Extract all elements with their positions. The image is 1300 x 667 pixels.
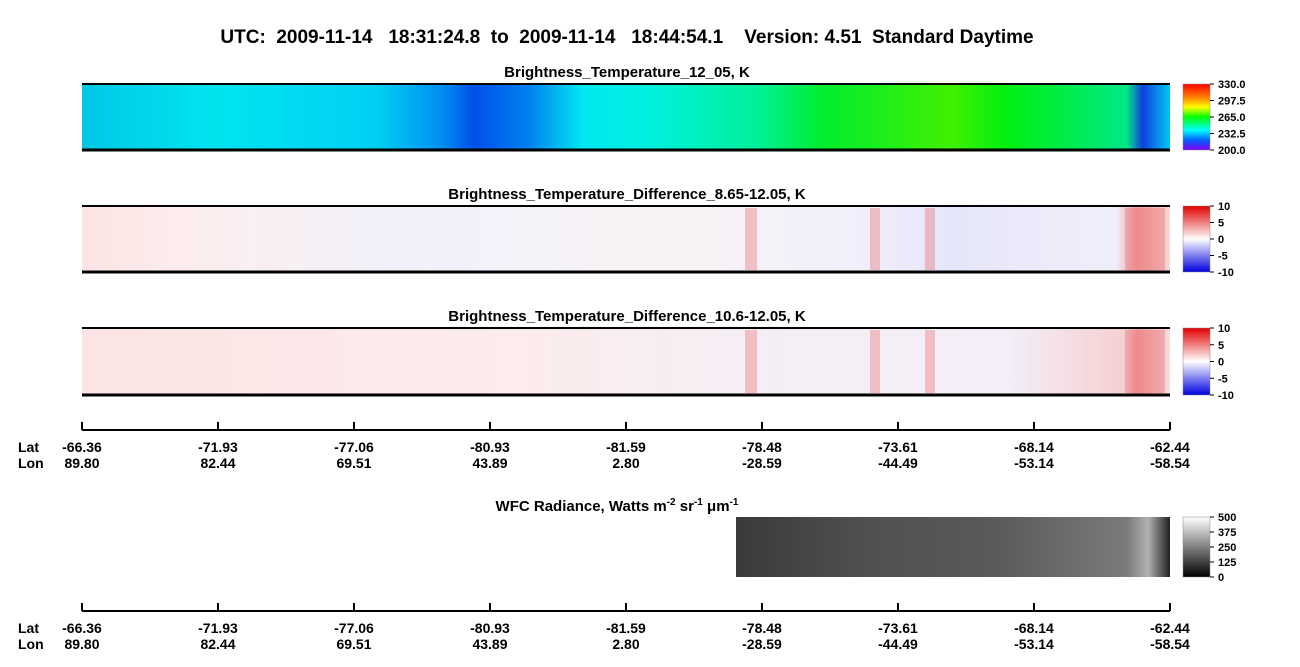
lon-value: -44.49 bbox=[878, 455, 918, 471]
lon-value: -53.14 bbox=[1014, 636, 1054, 652]
colorbar-label: 0 bbox=[1218, 572, 1224, 584]
lon-value: 2.80 bbox=[612, 636, 639, 652]
colorbar-label: 5 bbox=[1218, 218, 1224, 230]
image bbox=[82, 328, 1170, 395]
colorbar-label: 500 bbox=[1218, 512, 1236, 524]
lat-value: -80.93 bbox=[470, 620, 510, 636]
colorbar-label: 375 bbox=[1218, 527, 1236, 539]
lon-value: 89.80 bbox=[64, 455, 99, 471]
lon-value: -53.14 bbox=[1014, 455, 1054, 471]
lon-value: 43.89 bbox=[472, 455, 507, 471]
lat-value: -62.44 bbox=[1150, 620, 1190, 636]
colorbar-label: 297.5 bbox=[1218, 96, 1246, 108]
streak bbox=[870, 208, 880, 270]
lat-value: -68.14 bbox=[1014, 620, 1054, 636]
image bbox=[736, 517, 1170, 577]
title-part: μm bbox=[703, 498, 730, 515]
colorbar bbox=[1182, 516, 1211, 578]
lat-value: -66.36 bbox=[62, 439, 102, 455]
lon-label: Lon bbox=[18, 636, 44, 652]
lat-value: -73.61 bbox=[878, 439, 918, 455]
colorbar-label: 250 bbox=[1218, 542, 1236, 554]
panel-title: Brightness_Temperature_Difference_10.6-1… bbox=[448, 308, 806, 325]
lon-value: -58.54 bbox=[1150, 636, 1190, 652]
colorbar-label: 0 bbox=[1218, 357, 1224, 369]
lon-value: -28.59 bbox=[742, 636, 782, 652]
lat-value: -62.44 bbox=[1150, 439, 1190, 455]
colorbar-label: 125 bbox=[1218, 557, 1236, 569]
lon-value: 69.51 bbox=[336, 636, 371, 652]
title-part: -1 bbox=[730, 497, 739, 508]
colorbar-label: 232.5 bbox=[1218, 129, 1246, 141]
lon-label: Lon bbox=[18, 455, 44, 471]
colorbar-label: 330.0 bbox=[1218, 79, 1246, 91]
panel-title: Brightness_Temperature_12_05, K bbox=[504, 64, 750, 81]
lat-value: -78.48 bbox=[742, 620, 782, 636]
lat-label: Lat bbox=[18, 620, 39, 636]
lat-value: -81.59 bbox=[606, 620, 646, 636]
lon-value: 2.80 bbox=[612, 455, 639, 471]
lat-value: -66.36 bbox=[62, 620, 102, 636]
colorbar-label: -5 bbox=[1218, 251, 1228, 263]
lat-value: -80.93 bbox=[470, 439, 510, 455]
lon-value: 82.44 bbox=[200, 455, 235, 471]
title-part: -2 bbox=[667, 497, 676, 508]
streak bbox=[1125, 208, 1165, 270]
image bbox=[82, 206, 1170, 272]
colorbar-label: 265.0 bbox=[1218, 112, 1246, 124]
lon-value: 69.51 bbox=[336, 455, 371, 471]
streak bbox=[745, 208, 757, 270]
colorbar-label: 0 bbox=[1218, 234, 1224, 246]
lat-value: -77.06 bbox=[334, 620, 374, 636]
lon-value: -44.49 bbox=[878, 636, 918, 652]
streak bbox=[1125, 330, 1165, 393]
streak bbox=[870, 330, 880, 393]
title-part: sr bbox=[676, 498, 695, 515]
colorbar-label: 10 bbox=[1218, 201, 1230, 213]
lat-value: -73.61 bbox=[878, 620, 918, 636]
lat-value: -71.93 bbox=[198, 620, 238, 636]
lon-value: 82.44 bbox=[200, 636, 235, 652]
lon-value: 89.80 bbox=[64, 636, 99, 652]
lon-value: -28.59 bbox=[742, 455, 782, 471]
colorbar bbox=[1182, 327, 1211, 396]
colorbar bbox=[1182, 205, 1211, 273]
colorbar-label: 200.0 bbox=[1218, 145, 1246, 157]
page-title: UTC: 2009-11-14 18:31:24.8 to 2009-11-14… bbox=[220, 27, 1033, 48]
lat-value: -81.59 bbox=[606, 439, 646, 455]
lat-value: -68.14 bbox=[1014, 439, 1054, 455]
colorbar-label: 10 bbox=[1218, 323, 1230, 335]
colorbar-label: -10 bbox=[1218, 390, 1234, 402]
lon-value: 43.89 bbox=[472, 636, 507, 652]
colorbar-label: -10 bbox=[1218, 267, 1234, 279]
panel-title: WFC Radiance, Watts m-2 sr-1 μm-1 bbox=[496, 497, 739, 515]
title-part: -1 bbox=[694, 497, 703, 508]
lon-value: -58.54 bbox=[1150, 455, 1190, 471]
lat-value: -71.93 bbox=[198, 439, 238, 455]
streak bbox=[925, 330, 935, 393]
title-part: WFC Radiance, Watts m bbox=[496, 498, 667, 515]
colorbar bbox=[1182, 83, 1211, 151]
colorbar-label: 5 bbox=[1218, 340, 1224, 352]
lat-label: Lat bbox=[18, 439, 39, 455]
streak bbox=[745, 330, 757, 393]
lat-value: -78.48 bbox=[742, 439, 782, 455]
lat-value: -77.06 bbox=[334, 439, 374, 455]
image bbox=[82, 84, 1170, 150]
panel-title: Brightness_Temperature_Difference_8.65-1… bbox=[448, 186, 806, 203]
colorbar-label: -5 bbox=[1218, 373, 1228, 385]
streak bbox=[925, 208, 935, 270]
